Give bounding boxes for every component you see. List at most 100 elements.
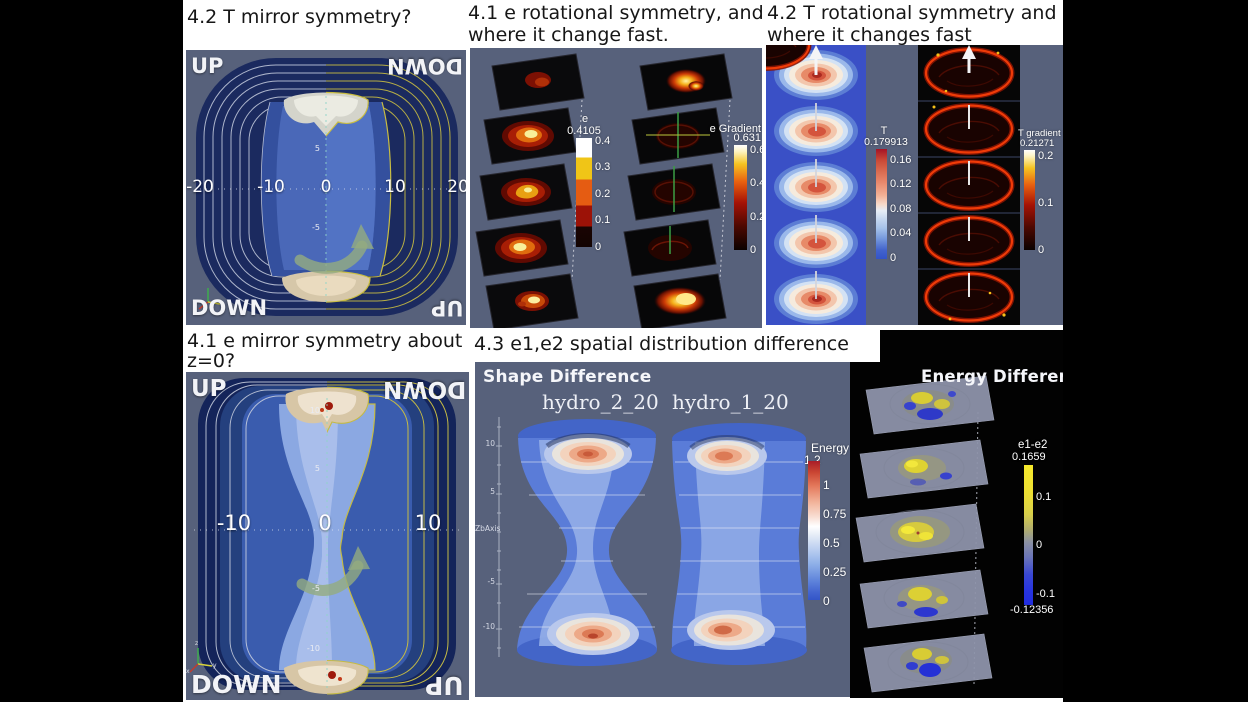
- cbar-egrad-tick: 0.4: [750, 177, 762, 189]
- cbar-energy-tick: 0: [823, 594, 830, 608]
- x-tick: 20: [447, 177, 466, 197]
- cbar-energy-tick: 0.5: [823, 536, 840, 550]
- cbar-egrad-tick: 0.2: [750, 211, 762, 223]
- label-down: DOWN: [191, 670, 282, 699]
- cbar-e-max: 0.4105: [567, 125, 601, 137]
- cbar-t-bar: [876, 149, 887, 259]
- zaxis-tick: 5: [490, 487, 495, 496]
- energy-difference-title: Energy Difference: [921, 367, 1063, 386]
- x-tick: 10: [384, 177, 406, 197]
- label-down-flipped: DOWN: [386, 54, 463, 78]
- cbar-tgrad-tick: 0.2: [1038, 150, 1054, 162]
- cbar-t-max: 0.179913: [864, 136, 908, 148]
- title-e-rotational-2: where it change fast.: [468, 24, 669, 46]
- cbar-egrad-max: 0.631: [733, 132, 761, 144]
- shape-difference-render: [475, 362, 850, 697]
- title-t-mirror: 4.2 T mirror symmetry?: [187, 6, 412, 28]
- triad-z-label: z: [195, 640, 199, 647]
- y-tick: -5: [312, 584, 320, 593]
- title-e1e2-diff: 4.3 e1,e2 spatial distribution differenc…: [474, 333, 849, 355]
- title-e-mirror-2: z=0?: [187, 350, 236, 372]
- title-t-rotational-1: 4.2 T rotational symmetry and: [767, 2, 1057, 24]
- panel-t-rotational: T 0.179913 0.16 0.12 0.08 0.04 0 T gradi…: [766, 45, 1063, 325]
- cbar-egrad-tick: 0.6: [750, 144, 762, 156]
- panel-e-mirror: UP DOWN DOWN UP -10 0 10 10 5 -5 -10 z x…: [186, 372, 469, 700]
- cbar-e-bar: [576, 138, 592, 247]
- energy-diff-bg-top: [880, 330, 1063, 362]
- x-tick: -10: [257, 177, 285, 197]
- zaxis-tick: -5: [487, 577, 495, 586]
- y-tick: 10: [309, 406, 320, 415]
- y-tick: 5: [314, 144, 320, 153]
- cbar-energy-bar: [808, 461, 820, 600]
- cbar-t-tick: 0.12: [890, 178, 912, 190]
- x-tick: -10: [216, 511, 252, 535]
- cbar-diff-bar: [1024, 465, 1033, 605]
- triad-y-label: y: [213, 662, 217, 669]
- x-tick: -20: [186, 177, 214, 197]
- cbar-t-tick: 0.16: [890, 154, 912, 166]
- y-tick: -10: [306, 644, 320, 653]
- zaxis-tick: -10: [482, 622, 495, 631]
- cbar-diff-min: -0.12356: [1010, 604, 1054, 616]
- x-tick: 10: [414, 511, 442, 535]
- model-label-right: hydro_1_20: [672, 390, 789, 414]
- t-mirror-render: [186, 50, 466, 325]
- cbar-egrad-title: e Gradient: [709, 123, 761, 135]
- model-label-left: hydro_2_20: [542, 390, 659, 414]
- label-up-flipped: UP: [425, 671, 464, 700]
- cbar-t-title: T: [880, 125, 888, 137]
- label-down: DOWN: [191, 296, 268, 320]
- panel-e-rotational: e 0.4105 0.4 0.3 0.2 0.1 0 e Gradient 0.…: [470, 48, 762, 328]
- cbar-diff-tick: 0: [1036, 539, 1043, 551]
- cbar-e-title: e: [581, 113, 589, 125]
- cbar-t-tick: 0: [890, 252, 897, 264]
- hot-spot-bottom-right: [687, 610, 775, 650]
- title-e-rotational-1: 4.1 e rotational symmetry, and: [468, 2, 764, 24]
- cbar-energy-tick: 0.75: [823, 507, 847, 521]
- cbar-egrad-tick: 0: [750, 244, 757, 256]
- cbar-tgrad-max: 0.21271: [1020, 138, 1055, 149]
- cbar-energy-title: Energy: [811, 441, 850, 455]
- figure-content: 4.2 T mirror symmetry? 4.1 e rotational …: [183, 0, 1063, 702]
- hot-spot-top-right: [687, 435, 767, 475]
- cbar-tgrad-tick: 0.1: [1038, 197, 1054, 209]
- triad-x-label: x: [186, 668, 190, 675]
- title-t-rotational-2: where it changes fast: [767, 24, 972, 46]
- title-e-mirror-1: 4.1 e mirror symmetry about: [187, 330, 463, 352]
- cbar-energy-tick: 1: [823, 478, 830, 492]
- cbar-e-tick: 0.2: [595, 188, 611, 200]
- panel-energy-difference: Energy Difference e1-e2 0.1659 0.1 0 -0.…: [850, 330, 1063, 698]
- t-slices-render: [766, 45, 1063, 325]
- label-up: UP: [191, 376, 227, 402]
- zaxis-label: ZbAxis: [475, 524, 501, 533]
- cbar-t-tick: 0.04: [890, 227, 912, 239]
- zaxis-tick: 10: [485, 439, 495, 448]
- x-tick: 0: [318, 511, 332, 535]
- panel-t-mirror: UP DOWN DOWN UP -20 -10 0 10 20 5 -5: [186, 50, 466, 325]
- cbar-energy-tick: 0.25: [823, 565, 847, 579]
- cbar-t-tick: 0.08: [890, 203, 912, 215]
- e-slices-render: [470, 48, 762, 328]
- cbar-diff-max: 0.1659: [1012, 451, 1046, 463]
- label-up: UP: [191, 54, 224, 78]
- y-tick: -5: [312, 223, 320, 232]
- x-tick: 0: [320, 177, 332, 197]
- cbar-egrad-bar: [734, 145, 747, 250]
- cbar-e-tick: 0.3: [595, 161, 611, 173]
- energy-difference-render: [855, 375, 995, 693]
- cbar-diff-tick: 0.1: [1036, 491, 1052, 503]
- cbar-diff-title: e1-e2: [1018, 439, 1048, 451]
- cbar-tgrad-title: T gradient: [1018, 128, 1061, 139]
- y-tick: 5: [314, 464, 320, 473]
- shape-difference-title: Shape Difference: [483, 367, 652, 387]
- hot-spot-bottom-left: [547, 613, 639, 655]
- e-mirror-render: [186, 372, 469, 700]
- cbar-e-tick: 0: [595, 241, 602, 253]
- cbar-e-tick: 0.4: [595, 135, 611, 147]
- hot-spot-top-left: [544, 433, 632, 474]
- label-down-flipped: DOWN: [382, 376, 466, 402]
- cbar-tgrad-bar: [1024, 150, 1035, 250]
- cbar-tgrad-tick: 0: [1038, 244, 1045, 256]
